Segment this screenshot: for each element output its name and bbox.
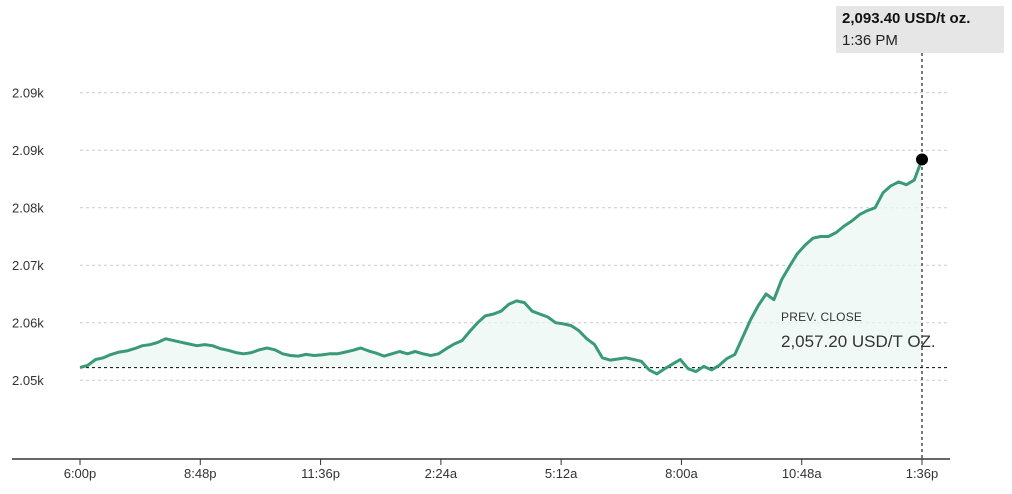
- price-tooltip: [836, 6, 1004, 53]
- price-line: [79, 158, 924, 376]
- x-tick-label: 8:00a: [665, 466, 698, 481]
- y-tick-label: 2.06k: [12, 316, 44, 331]
- x-tick-label: 11:36p: [301, 466, 340, 481]
- x-tick-label: 6:00p: [64, 466, 97, 481]
- y-axis-ticks: 2.05k 2.06k 2.07k 2.08k 2.09k 2.09k: [12, 86, 44, 388]
- x-axis-ticks: 6:00p 8:48p 11:36p 2:24a 5:12a 8:00a 10:48a 1:3…: [64, 459, 939, 481]
- x-tick-label: 8:48p: [184, 466, 217, 481]
- y-tick-label: 2.08k: [12, 201, 44, 216]
- y-tick-label: 2.09k: [12, 143, 44, 158]
- prev-close-value: 2,057.20 USD/T OZ.: [781, 332, 936, 351]
- tooltip-time: 1:36 PM: [842, 32, 898, 49]
- x-tick-label: 10:48a: [782, 466, 823, 481]
- x-tick-label: 1:36p: [906, 466, 939, 481]
- y-tick-label: 2.09k: [12, 86, 44, 101]
- y-tick-label: 2.05k: [12, 373, 44, 388]
- tooltip-price-value: 2,093.40 USD/t oz.: [842, 10, 971, 27]
- x-tick-label: 2:24a: [425, 466, 458, 481]
- last-price-point[interactable]: [916, 153, 928, 166]
- y-tick-label: 2.07k: [12, 258, 44, 273]
- x-tick-label: 5:12a: [545, 466, 578, 481]
- price-area-fill: [80, 159, 922, 374]
- prev-close-label: PREV. CLOSE: [781, 310, 863, 324]
